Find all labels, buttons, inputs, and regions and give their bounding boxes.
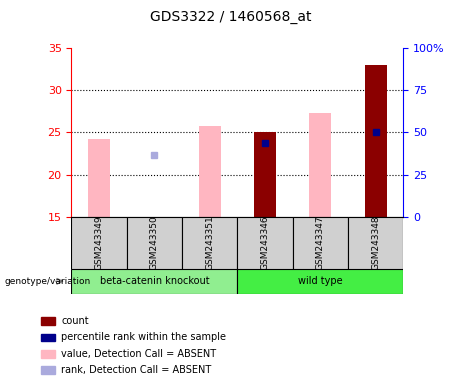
Text: rank, Detection Call = ABSENT: rank, Detection Call = ABSENT	[61, 365, 212, 375]
Bar	[127, 217, 182, 269]
Bar	[71, 217, 127, 269]
Bar	[41, 350, 55, 358]
Bar	[41, 334, 55, 341]
Text: value, Detection Call = ABSENT: value, Detection Call = ABSENT	[61, 349, 216, 359]
Bar	[293, 217, 348, 269]
Text: GSM243351: GSM243351	[205, 215, 214, 270]
Bar	[365, 65, 387, 217]
Text: GSM243346: GSM243346	[260, 215, 270, 270]
Text: GSM243347: GSM243347	[316, 215, 325, 270]
Text: GSM243349: GSM243349	[95, 215, 104, 270]
Text: wild type: wild type	[298, 276, 343, 286]
Bar	[41, 366, 55, 374]
Bar	[182, 217, 237, 269]
Bar	[309, 113, 331, 217]
Bar	[199, 126, 221, 217]
Bar	[237, 217, 293, 269]
Text: genotype/variation: genotype/variation	[5, 277, 91, 286]
Text: GSM243348: GSM243348	[371, 215, 380, 270]
Bar	[348, 217, 403, 269]
Text: GSM243350: GSM243350	[150, 215, 159, 270]
Bar	[71, 269, 237, 294]
Bar	[254, 132, 276, 217]
Text: beta-catenin knockout: beta-catenin knockout	[100, 276, 209, 286]
Bar	[237, 269, 403, 294]
Text: count: count	[61, 316, 89, 326]
Text: percentile rank within the sample: percentile rank within the sample	[61, 333, 226, 343]
Bar	[88, 139, 110, 217]
Bar	[41, 317, 55, 325]
Text: GDS3322 / 1460568_at: GDS3322 / 1460568_at	[150, 10, 311, 23]
